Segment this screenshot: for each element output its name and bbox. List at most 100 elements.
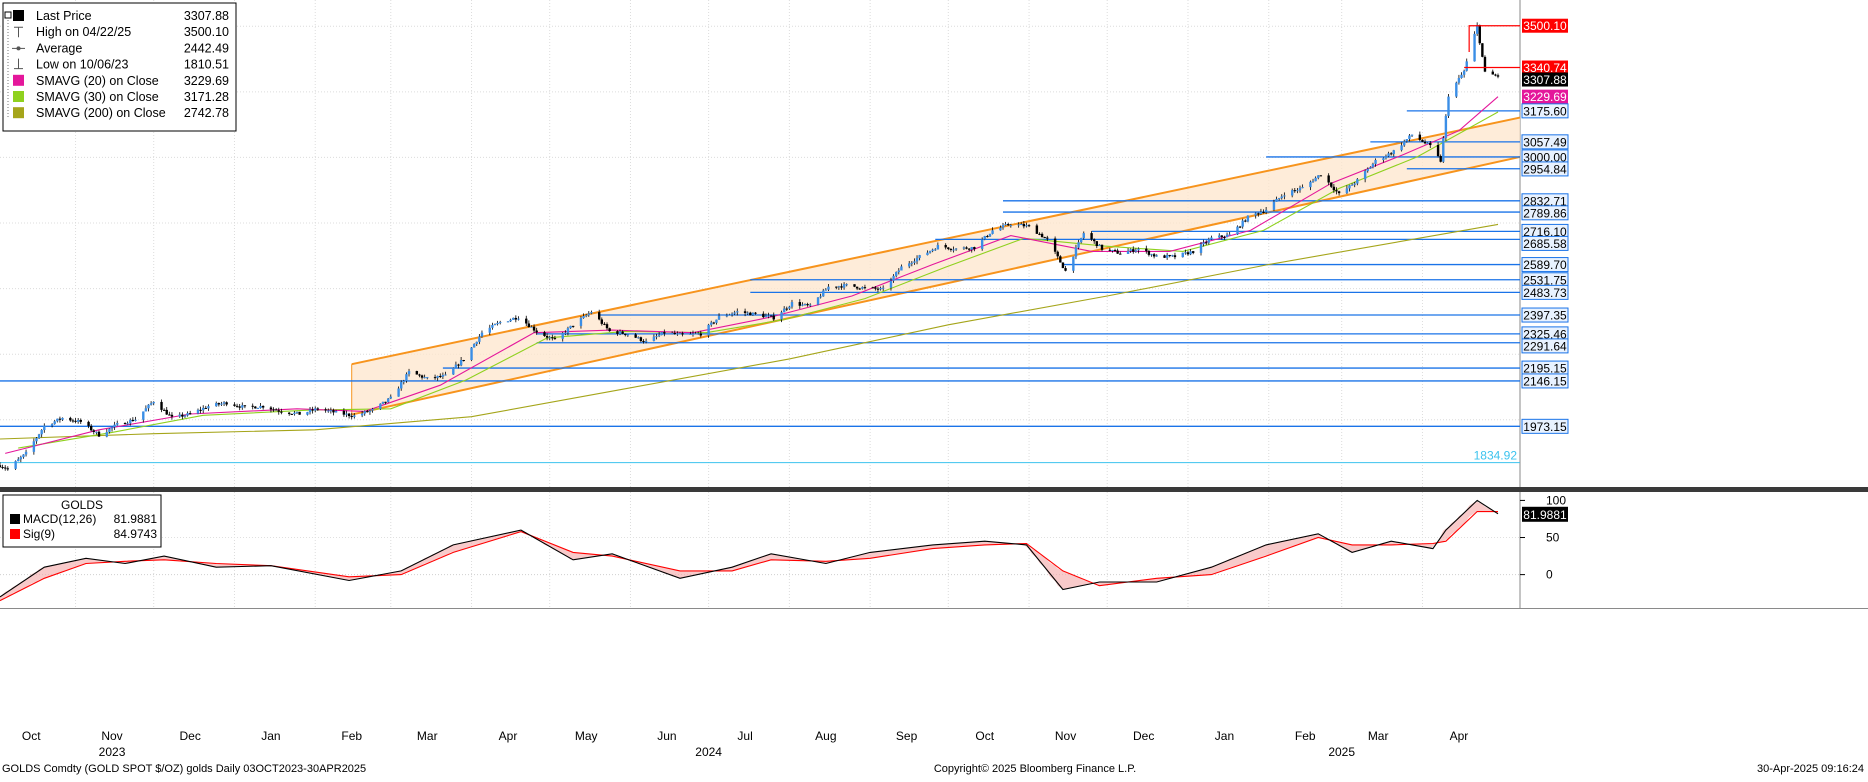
candle[interactable] [368, 409, 372, 415]
candle[interactable] [1053, 236, 1057, 255]
candle[interactable] [532, 324, 536, 333]
candle[interactable] [6, 466, 10, 471]
candle[interactable] [1296, 188, 1299, 194]
candle[interactable] [1314, 176, 1317, 182]
candle[interactable] [186, 411, 189, 417]
candle[interactable] [79, 418, 82, 425]
candle[interactable] [535, 327, 538, 335]
candle[interactable] [280, 408, 283, 415]
candle[interactable] [1345, 185, 1349, 194]
candle[interactable] [626, 334, 630, 337]
candle[interactable] [564, 330, 567, 336]
price-tag[interactable]: 2716.10 [1521, 223, 1569, 239]
candle[interactable] [314, 406, 317, 413]
candle[interactable] [894, 271, 898, 278]
candle[interactable] [207, 404, 210, 411]
candle[interactable] [360, 410, 364, 418]
candle[interactable] [1150, 253, 1153, 257]
candle[interactable] [1064, 265, 1067, 272]
candle[interactable] [1199, 242, 1203, 256]
candle[interactable] [19, 455, 23, 463]
price-tag[interactable]: 2531.75 [1521, 272, 1569, 288]
candle[interactable] [988, 233, 992, 237]
candle[interactable] [616, 330, 619, 336]
candle[interactable] [915, 255, 919, 265]
candle[interactable] [1092, 238, 1096, 244]
candle[interactable] [1473, 31, 1476, 62]
candle[interactable] [1491, 69, 1494, 75]
candle[interactable] [215, 401, 218, 407]
candle[interactable] [910, 261, 914, 267]
candle[interactable] [788, 305, 791, 310]
candle[interactable] [712, 321, 716, 325]
candle[interactable] [415, 370, 419, 375]
candle[interactable] [1035, 223, 1039, 234]
candle[interactable] [14, 460, 17, 471]
candle[interactable] [366, 409, 369, 413]
candle[interactable] [1223, 235, 1226, 240]
candle[interactable] [1043, 236, 1046, 239]
candle[interactable] [1264, 207, 1268, 215]
candle[interactable] [837, 285, 841, 290]
candle[interactable] [353, 413, 356, 419]
price-tag[interactable]: 2589.70 [1521, 257, 1569, 273]
candle[interactable] [676, 331, 679, 336]
candle[interactable] [1272, 199, 1276, 211]
candle[interactable] [1009, 223, 1013, 228]
candle[interactable] [1356, 178, 1359, 186]
candle[interactable] [1241, 218, 1244, 229]
candle[interactable] [475, 341, 478, 346]
candle[interactable] [840, 283, 843, 290]
candle[interactable] [1496, 73, 1500, 79]
candle[interactable] [707, 323, 710, 338]
candle[interactable] [1189, 249, 1192, 256]
candle[interactable] [243, 405, 247, 409]
candle[interactable] [1436, 142, 1440, 158]
candle[interactable] [1152, 252, 1156, 259]
candle[interactable] [1447, 93, 1450, 118]
candle[interactable] [954, 248, 958, 251]
candle[interactable] [710, 320, 713, 327]
candle[interactable] [53, 419, 56, 425]
price-tag[interactable]: 2483.73 [1521, 284, 1569, 300]
candle[interactable] [457, 363, 460, 369]
candle[interactable] [402, 379, 406, 385]
candle[interactable] [1429, 141, 1432, 148]
candle[interactable] [256, 407, 260, 409]
candle[interactable] [1207, 237, 1211, 245]
candle[interactable] [1254, 212, 1257, 219]
candle[interactable] [1262, 209, 1265, 214]
candle[interactable] [1225, 232, 1229, 238]
candle[interactable] [861, 286, 864, 290]
candle[interactable] [35, 437, 38, 444]
candle[interactable] [785, 306, 788, 312]
candle[interactable] [561, 332, 564, 342]
candle[interactable] [1311, 178, 1315, 183]
candle[interactable] [772, 312, 775, 321]
candle[interactable] [1290, 188, 1294, 198]
candle[interactable] [131, 417, 135, 422]
candle[interactable] [733, 310, 736, 316]
candle[interactable] [1072, 256, 1075, 273]
candle[interactable] [329, 407, 333, 414]
candle[interactable] [728, 313, 731, 316]
candle[interactable] [499, 320, 502, 325]
candle[interactable] [746, 311, 749, 315]
candle[interactable] [696, 331, 700, 335]
candle[interactable] [673, 330, 676, 335]
candle[interactable] [1283, 192, 1286, 200]
macd-value-tag[interactable]: 81.9881 [1522, 506, 1568, 522]
candle[interactable] [379, 403, 382, 410]
candle[interactable] [397, 386, 400, 397]
candle[interactable] [634, 333, 637, 339]
price-tag[interactable]: 2397.35 [1521, 307, 1569, 323]
candle[interactable] [1246, 215, 1250, 223]
candle[interactable] [149, 401, 153, 406]
candle[interactable] [1129, 248, 1132, 253]
candle[interactable] [324, 407, 327, 413]
candle[interactable] [272, 407, 275, 412]
candle[interactable] [749, 311, 752, 316]
price-tag[interactable]: 2789.86 [1521, 205, 1569, 221]
candle[interactable] [767, 312, 770, 319]
price-tag[interactable]: 2291.64 [1521, 338, 1569, 354]
